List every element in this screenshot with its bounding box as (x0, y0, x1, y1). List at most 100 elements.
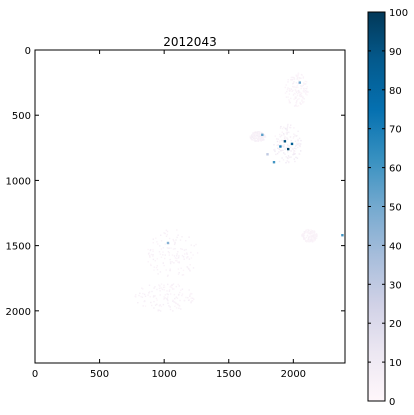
heatmap-cell (165, 235, 168, 237)
heatmap-cell (160, 283, 163, 285)
heatmap-cell (181, 236, 183, 238)
heatmap-cell (298, 153, 301, 155)
heatmap-cell (156, 303, 158, 306)
heatmap-cell (176, 253, 178, 255)
heatmap-cell (298, 137, 301, 140)
heatmap-cell (295, 91, 298, 93)
heatmap-cell (258, 131, 261, 134)
heatmap-cell (257, 138, 259, 140)
heatmap-cell (300, 103, 302, 105)
heatmap-cell (290, 156, 292, 158)
heatmap-cell (295, 75, 298, 77)
heatmap-cell (160, 287, 162, 289)
heatmap-cell (165, 269, 167, 271)
heatmap-cell (313, 240, 315, 242)
heatmap-cell (296, 143, 299, 146)
heatmap-cell (311, 235, 313, 238)
heatmap-cell (311, 240, 313, 243)
heatmap-cell (182, 274, 185, 276)
heatmap-cell (167, 251, 170, 253)
heatmap-cell (299, 145, 301, 148)
heatmap-cell (172, 283, 175, 285)
heatmap-cell (311, 234, 313, 237)
heatmap-cell (259, 131, 261, 134)
heatmap-cell (310, 238, 312, 240)
heatmap-cell (290, 79, 292, 81)
heatmap-cell (178, 261, 180, 263)
heatmap-cell (305, 92, 307, 94)
heatmap-cell (281, 145, 283, 148)
heatmap-hotspot (283, 140, 287, 143)
heatmap-cell (252, 132, 254, 134)
heatmap-cell (308, 240, 310, 242)
heatmap-cell (162, 247, 165, 249)
heatmap-cell (260, 135, 263, 137)
heatmap-cell (173, 240, 175, 242)
heatmap-cell (311, 231, 314, 233)
heatmap-cell (160, 248, 163, 250)
heatmap-cell (297, 140, 299, 142)
heatmap-cell (297, 86, 299, 89)
heatmap-cell (302, 90, 304, 92)
heatmap-cell (305, 229, 307, 232)
heatmap-cell (148, 254, 151, 257)
heatmap-cell (180, 308, 182, 310)
heatmap-cell (177, 257, 180, 259)
y-tick-label: 1000 (6, 176, 31, 187)
heatmap-cell (186, 257, 188, 259)
heatmap-cell (160, 305, 163, 308)
heatmap-cell (176, 255, 178, 257)
heatmap-cell (304, 239, 307, 242)
heatmap-cell (310, 231, 312, 233)
heatmap-cell (144, 295, 147, 297)
heatmap-cell (279, 133, 281, 136)
heatmap-region (147, 229, 199, 277)
heatmap-cell (284, 92, 287, 94)
heatmap-cell (307, 236, 310, 238)
heatmap-cell (156, 269, 159, 271)
heatmap-cell (293, 153, 295, 155)
heatmap-cell (294, 145, 297, 148)
heatmap-cell (150, 301, 152, 304)
heatmap-cell (278, 148, 281, 151)
heatmap-cell (183, 249, 186, 251)
heatmap-cell (159, 310, 162, 312)
heatmap-cell (286, 128, 288, 131)
heatmap-cell (303, 82, 305, 84)
heatmap-cell (184, 253, 186, 255)
heatmap-cell (259, 134, 262, 136)
heatmap-cell (293, 81, 295, 83)
heatmap-cell (185, 240, 187, 242)
heatmap-cell (304, 80, 306, 83)
heatmap-cell (296, 105, 298, 107)
heatmap-hotspot (279, 145, 282, 148)
heatmap-cell (300, 139, 302, 142)
heatmap-cell (293, 127, 295, 129)
heatmap-cell (139, 292, 141, 294)
heatmap-cell (289, 102, 291, 104)
heatmap-cell (253, 139, 256, 141)
heatmap-cell (177, 268, 180, 270)
heatmap-hotspot (272, 161, 276, 164)
heatmap-cell (288, 161, 290, 164)
heatmap-cell (312, 236, 315, 239)
heatmap-cell (154, 286, 156, 288)
heatmap-cell (259, 138, 262, 140)
heatmap-cell (257, 134, 259, 136)
heatmap-cell (196, 252, 199, 254)
heatmap-cell (285, 96, 288, 98)
heatmap-cell (178, 307, 180, 309)
heatmap-cell (283, 146, 285, 148)
heatmap-cell (307, 238, 309, 240)
heatmap-cell (296, 77, 299, 79)
heatmap-cell (306, 91, 308, 93)
heatmap-cell (259, 135, 261, 137)
heatmap-cell (152, 250, 154, 253)
heatmap-cell (187, 299, 190, 301)
heatmap-cell (140, 295, 142, 298)
heatmap-cell (142, 305, 144, 307)
heatmap-cell (292, 82, 295, 84)
heatmap-cell (295, 105, 297, 107)
heatmap-cell (288, 100, 291, 102)
heatmap-cell (297, 92, 299, 95)
